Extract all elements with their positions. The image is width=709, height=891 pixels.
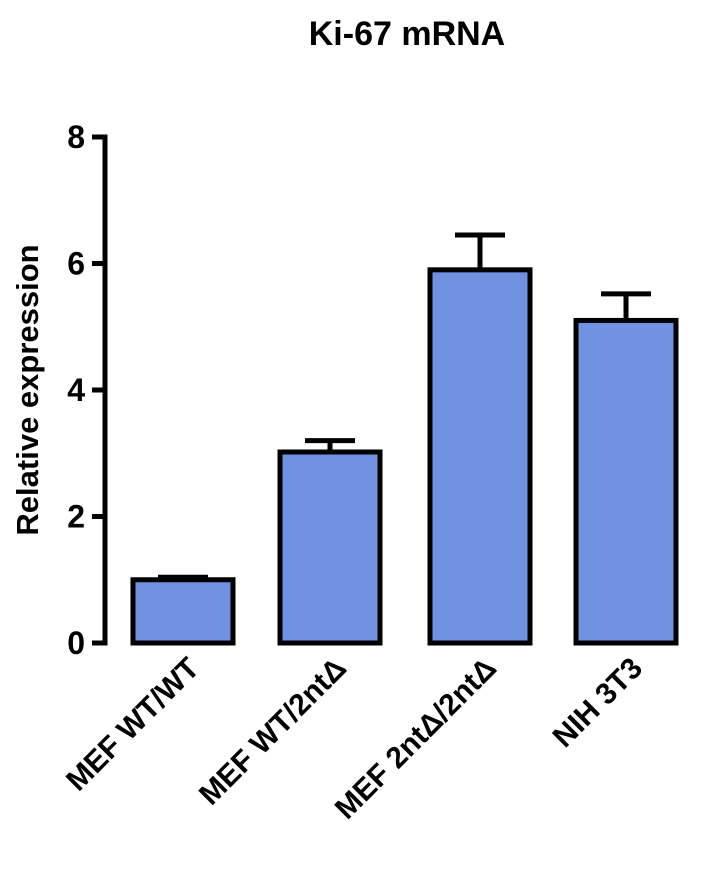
y-tick-label: 0: [67, 625, 85, 661]
bar: [130, 577, 236, 646]
y-tick-label: 4: [67, 372, 85, 408]
y-axis: 0 2 4 6 8: [67, 119, 108, 661]
bars: [130, 232, 679, 646]
x-tick-label: NIH 3T3: [547, 652, 649, 754]
bar: [277, 449, 383, 646]
bar: [573, 317, 679, 646]
x-tick-label: MEF WT/2ntΔ: [193, 652, 353, 812]
y-tick-label: 2: [67, 499, 85, 535]
y-tick-label: 8: [67, 119, 85, 155]
chart-title: Ki-67 mRNA: [309, 15, 505, 53]
y-tick-label: 6: [67, 246, 85, 282]
x-tick-label: MEF WT/WT: [60, 652, 206, 798]
bar: [427, 267, 533, 646]
x-tick-label: MEF 2ntΔ/2ntΔ: [329, 652, 503, 826]
y-axis-label: Relative expression: [10, 244, 45, 535]
